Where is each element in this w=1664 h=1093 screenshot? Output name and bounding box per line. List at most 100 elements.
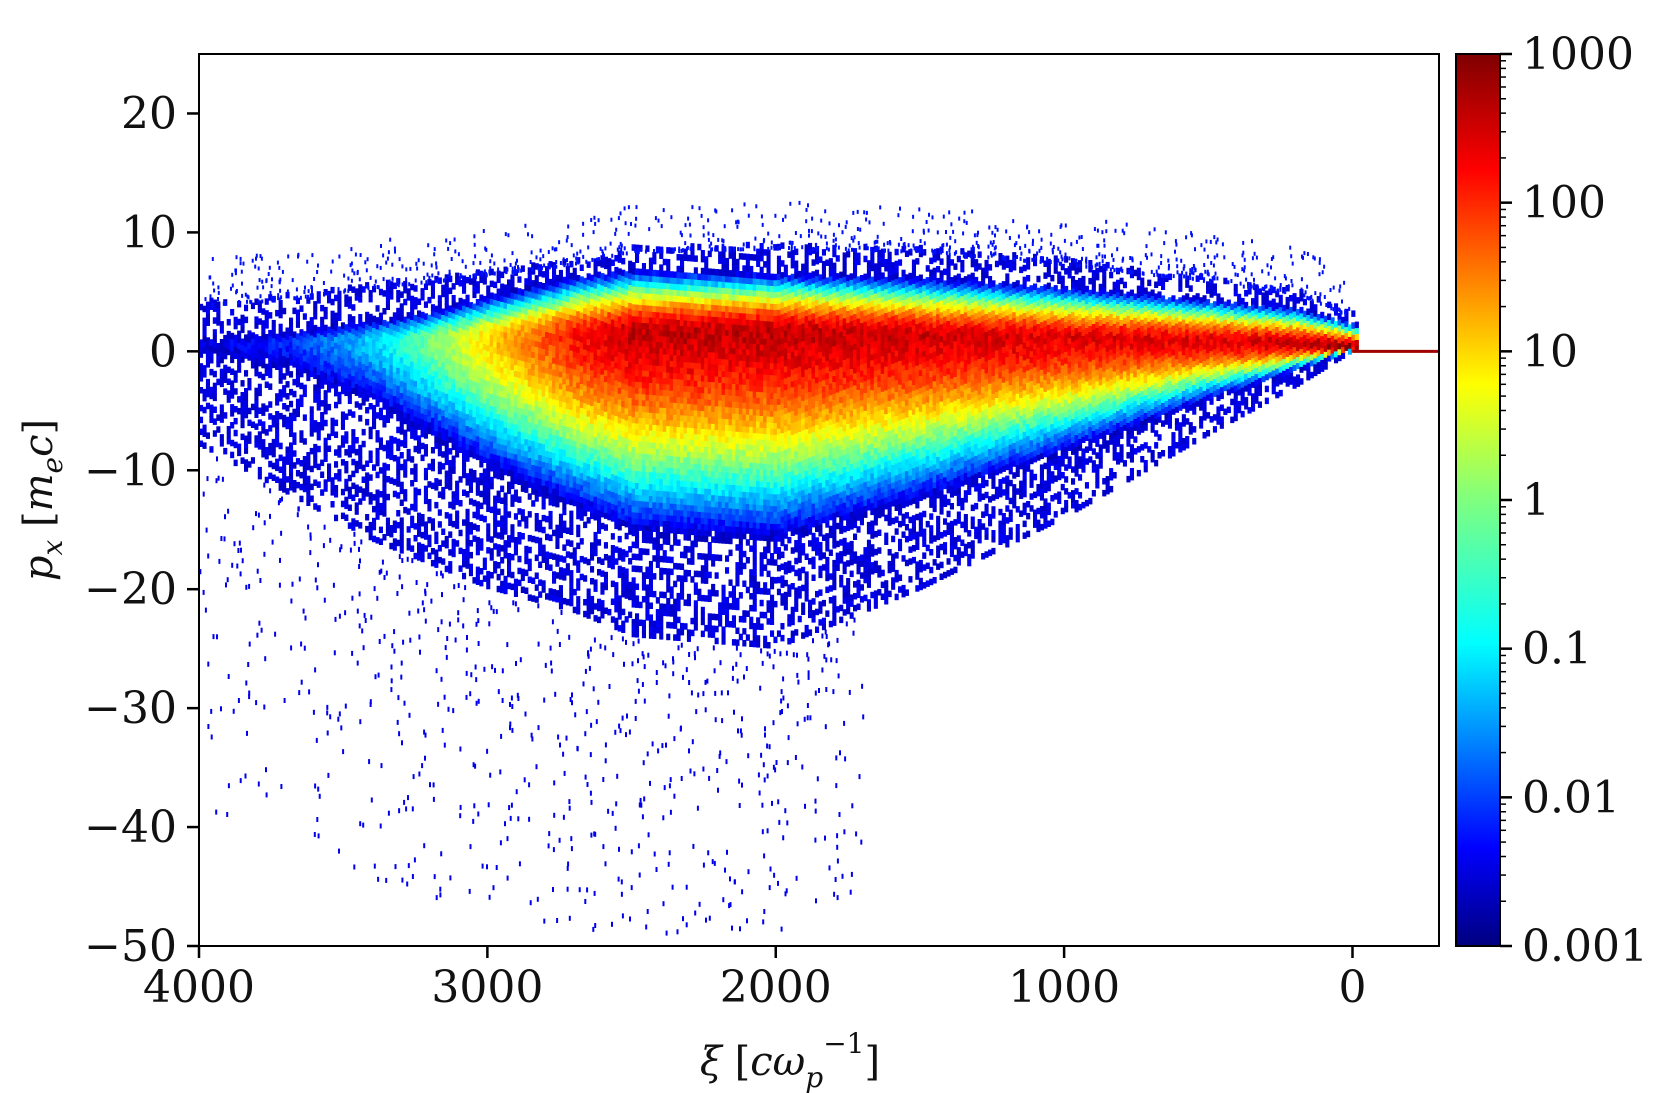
heatmap-cell [396,367,400,374]
heatmap-cell [628,326,632,333]
heatmap-cell [400,428,404,435]
heatmap-cell [438,509,442,516]
heatmap-cell [555,311,559,318]
heatmap-cell [670,390,674,397]
heatmap-cell [677,456,681,463]
heatmap-cell [628,499,632,506]
heatmap-cell [493,460,497,467]
heatmap-cell [331,501,335,508]
heatmap-cell [445,369,449,376]
heatmap-cell [296,333,300,340]
heatmap-cell [317,297,321,304]
heatmap-cell [545,355,549,362]
heatmap-cell [538,562,542,569]
heatmap-cell [576,352,580,359]
heatmap-cell [687,279,691,286]
heatmap-cell [417,400,421,407]
heatmap-cell [531,363,535,370]
heatmap-cell [687,511,691,518]
heatmap-cell [680,332,684,339]
heatmap-cell [292,355,296,362]
heatmap-cell [545,373,549,380]
heatmap-cell [327,386,331,393]
heatmap-cell [497,586,501,593]
heatmap-cell [680,272,684,279]
heatmap-cell [687,528,691,535]
heatmap-cell [635,370,639,377]
heatmap-cell [545,284,549,291]
heatmap-cell [611,331,615,338]
heatmap-cell [400,309,404,316]
heatmap-cell [517,496,521,503]
heatmap-cell [417,406,421,413]
heatmap-cell [562,598,566,605]
heatmap-cell [531,578,535,585]
heatmap-cell [462,418,466,425]
heatmap-cell [635,447,639,454]
heatmap-cell [531,286,535,293]
heatmap-cell [382,504,386,511]
heatmap-cell [594,538,598,545]
heatmap-cell [642,471,646,478]
heatmap-cell [645,364,649,371]
heatmap-cell [292,480,296,487]
heatmap-cell [600,410,604,417]
heatmap-cell [504,457,508,464]
heatmap-cell [652,300,656,307]
heatmap-cell [538,466,542,473]
heatmap-cell [663,277,667,284]
heatmap-cell [286,381,290,388]
heatmap-cell [483,278,487,285]
heatmap-cell [680,564,684,571]
heatmap-cell [497,384,501,391]
heatmap-cell [573,559,577,566]
heatmap-cell [514,287,518,294]
heatmap-cell [258,318,262,325]
heatmap-cell [427,333,431,340]
heatmap-cell [545,593,549,600]
heatmap-cell [562,402,566,409]
heatmap-cell [663,378,667,385]
heatmap-cell [677,278,681,285]
heatmap-cell [538,437,542,444]
heatmap-cell [677,349,681,356]
heatmap-cell [365,526,369,533]
heatmap-cell [476,299,480,306]
heatmap-cell [583,355,587,362]
heatmap-cell [327,327,331,334]
heatmap-cell [535,513,539,520]
heatmap-cell [594,270,598,277]
heatmap-cell [670,622,674,629]
heatmap-cell [618,411,622,418]
heatmap-cell [580,538,584,545]
heatmap-cell [493,430,497,437]
heatmap-cell [313,390,317,397]
heatmap-cell [389,388,393,395]
heatmap-cell [538,449,542,456]
heatmap-cell [573,274,577,281]
heatmap-cell [459,393,463,400]
heatmap-cell [555,275,559,282]
heatmap-cell [414,410,418,417]
heatmap-cell [497,562,501,569]
heatmap-cell [594,342,598,349]
heatmap-cell [594,300,598,307]
heatmap-cell [618,256,622,263]
heatmap-cell [594,443,598,450]
heatmap-cell [462,317,466,324]
heatmap-cell [652,490,656,497]
heatmap-cell [607,371,611,378]
heatmap-cell [452,283,456,290]
heatmap-cell [517,556,521,563]
heatmap-cell [486,357,490,364]
heatmap-cell [206,343,210,350]
heatmap-cell [424,349,428,356]
heatmap-cell [268,354,272,361]
heatmap-cell [545,450,549,457]
heatmap-cell [542,503,546,510]
heatmap-cell [607,496,611,503]
heatmap-cell [618,607,622,614]
heatmap-cell [414,553,418,560]
heatmap-cell [649,614,653,621]
heatmap-cell [618,465,622,472]
